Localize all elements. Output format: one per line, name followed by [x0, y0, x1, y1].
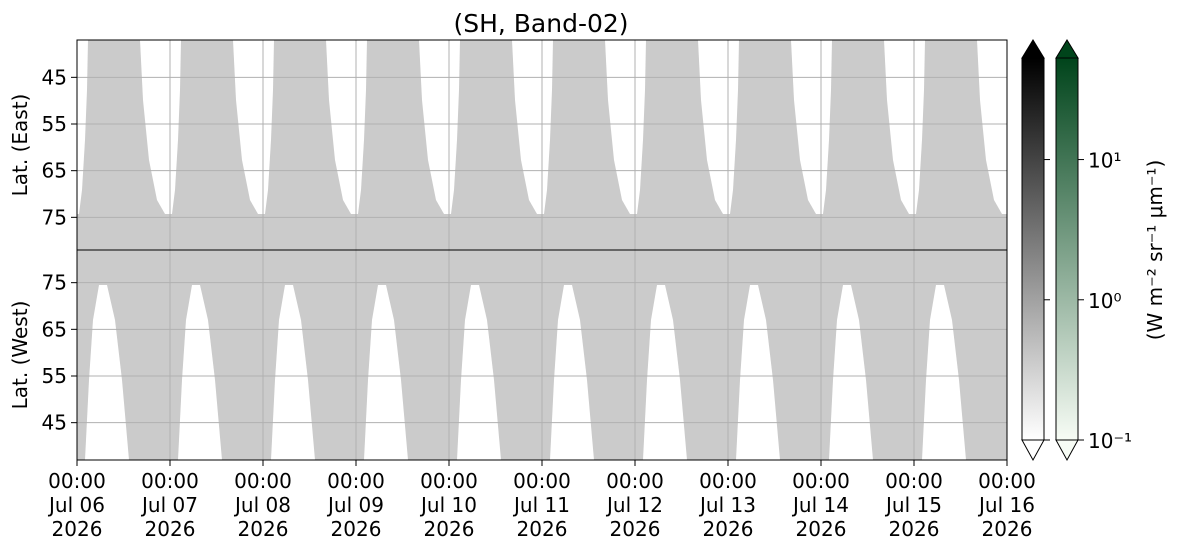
y-tick-label: 65	[42, 159, 67, 183]
colorbar-tick-label: 10⁰	[1088, 289, 1121, 313]
chart-title: (SH, Band-02)	[453, 9, 628, 38]
coverage-gap	[178, 285, 222, 460]
coverage-gap	[922, 285, 966, 460]
y-axis-label: Lat. (East)	[8, 94, 32, 197]
colorbar-extend-max	[1021, 39, 1045, 59]
y-axis-label: Lat. (West)	[8, 301, 32, 410]
x-tick-label: 00:00 Jul 07 2026	[140, 469, 199, 541]
plot-frame	[76, 249, 1008, 461]
x-tick-label: 00:00 Jul 12 2026	[605, 469, 664, 541]
swath-image	[77, 40, 1007, 250]
x-tick-label: 00:00 Jul 15 2026	[884, 469, 943, 541]
x-tick-label: 00:00 Jul 13 2026	[698, 469, 757, 541]
x-tick-label: 00:00 Jul 10 2026	[419, 469, 478, 541]
colorbar-extend-max	[1055, 39, 1079, 59]
colorbar-label: (W m⁻² sr⁻¹ μm⁻¹)	[1143, 160, 1167, 341]
colorbar-tick-label: 10⁻¹	[1088, 429, 1132, 453]
y-tick-label: 75	[42, 271, 67, 295]
colorbar	[1055, 57, 1079, 441]
coverage-gap	[364, 285, 408, 460]
colorbar	[1021, 57, 1045, 441]
coverage-gap	[271, 285, 315, 460]
colorbar-tick-label: 10¹	[1088, 149, 1121, 173]
coverage-gap	[457, 285, 501, 460]
y-tick-label: 75	[42, 205, 67, 229]
x-tick-label: 00:00 Jul 06 2026	[47, 469, 106, 541]
x-tick-label: 00:00 Jul 08 2026	[233, 469, 292, 541]
swath-image	[77, 250, 1007, 460]
coverage-gap	[550, 285, 594, 460]
y-tick-label: 55	[42, 112, 67, 136]
y-tick-label: 65	[42, 317, 67, 341]
colorbar-extend-min	[1055, 439, 1079, 462]
x-tick-label: 00:00 Jul 16 2026	[977, 469, 1036, 541]
y-tick-label: 45	[42, 65, 67, 89]
colorbar-extend-min	[1021, 439, 1045, 462]
coverage-gap	[643, 285, 687, 460]
y-tick-label: 55	[42, 364, 67, 388]
y-tick-label: 45	[42, 411, 67, 435]
coverage-gap	[736, 285, 780, 460]
coverage-gap	[829, 285, 873, 460]
x-tick-label: 00:00 Jul 14 2026	[791, 469, 850, 541]
x-tick-label: 00:00 Jul 11 2026	[512, 469, 571, 541]
coverage-gap	[85, 285, 129, 460]
x-tick-label: 00:00 Jul 09 2026	[326, 469, 385, 541]
